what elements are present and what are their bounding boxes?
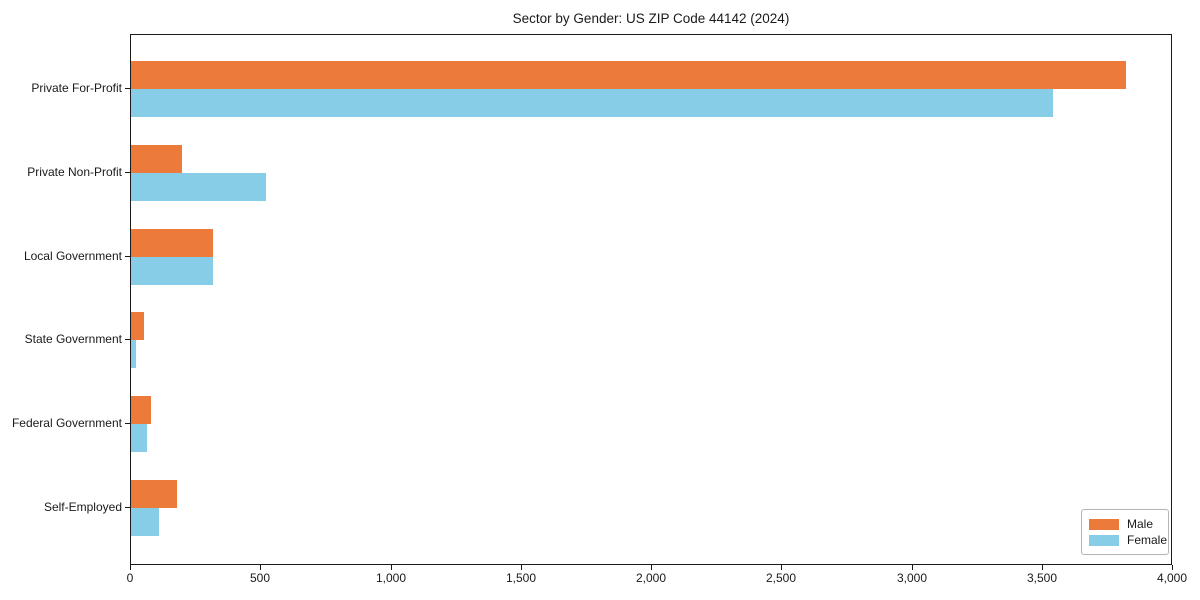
y-axis-labels: Private For-Profit Private Non-Profit Loca… xyxy=(0,34,122,565)
legend: Male Female xyxy=(1081,509,1169,555)
x-tick-label: 3,000 xyxy=(896,571,928,585)
y-category-label: Self-Employed xyxy=(43,500,122,514)
bar-female-private-non-profit xyxy=(131,172,266,201)
y-category-label: Local Government xyxy=(23,248,122,263)
y-tick-mark xyxy=(125,88,130,89)
x-tick-label: 4,000 xyxy=(1156,571,1188,585)
chart-title: Sector by Gender: US ZIP Code 44142 (202… xyxy=(512,11,790,26)
legend-label-female: Female xyxy=(1127,533,1168,547)
bar-female-local-government xyxy=(131,256,213,285)
legend-item-male: Male xyxy=(1089,516,1160,532)
legend-swatch-male xyxy=(1089,518,1119,530)
y-category-label: Private Non-Profit xyxy=(27,164,122,179)
bar-female-state-government xyxy=(131,340,136,369)
legend-swatch-female xyxy=(1089,534,1119,546)
x-tick-mark xyxy=(781,565,782,570)
y-category-label: Private For-Profit xyxy=(31,81,122,95)
bar-male-local-government xyxy=(131,228,213,257)
y-tick-mark xyxy=(125,171,130,173)
bar-male-private-for-profit xyxy=(131,61,1126,89)
y-tick-mark xyxy=(125,423,130,425)
x-tick-label: 3,500 xyxy=(1026,571,1058,585)
legend-item-female: Female xyxy=(1089,532,1167,548)
bar-female-self-employed xyxy=(131,508,159,536)
x-tick-mark xyxy=(260,565,261,570)
x-tick-label: 1,500 xyxy=(505,571,537,585)
bar-female-private-for-profit xyxy=(131,89,1053,117)
x-tick-label: 2,500 xyxy=(765,571,797,585)
x-tick-mark xyxy=(912,565,913,570)
x-tick-mark xyxy=(1172,565,1173,570)
bar-male-private-non-profit xyxy=(131,144,182,173)
bar-male-federal-government xyxy=(131,396,151,425)
legend-label-male: Male xyxy=(1127,517,1154,531)
plot-area xyxy=(130,34,1172,565)
bar-female-federal-government xyxy=(131,424,147,453)
y-category-label: Federal Government xyxy=(11,416,122,431)
x-tick-mark xyxy=(651,565,652,570)
bar-male-state-government xyxy=(131,312,144,341)
x-tick-label: 0 xyxy=(126,571,134,585)
x-tick-mark xyxy=(1042,565,1043,570)
y-tick-mark xyxy=(125,255,130,257)
x-tick-label: 500 xyxy=(249,571,271,585)
x-tick-mark xyxy=(521,565,522,570)
y-tick-mark xyxy=(125,507,130,508)
y-category-label: State Government xyxy=(24,332,122,347)
bar-male-self-employed xyxy=(131,480,177,508)
x-tick-mark xyxy=(130,565,131,570)
x-tick-mark xyxy=(391,565,392,570)
x-tick-label: 2,000 xyxy=(635,571,667,585)
y-tick-mark xyxy=(125,339,130,341)
x-tick-label: 1,000 xyxy=(375,571,407,585)
